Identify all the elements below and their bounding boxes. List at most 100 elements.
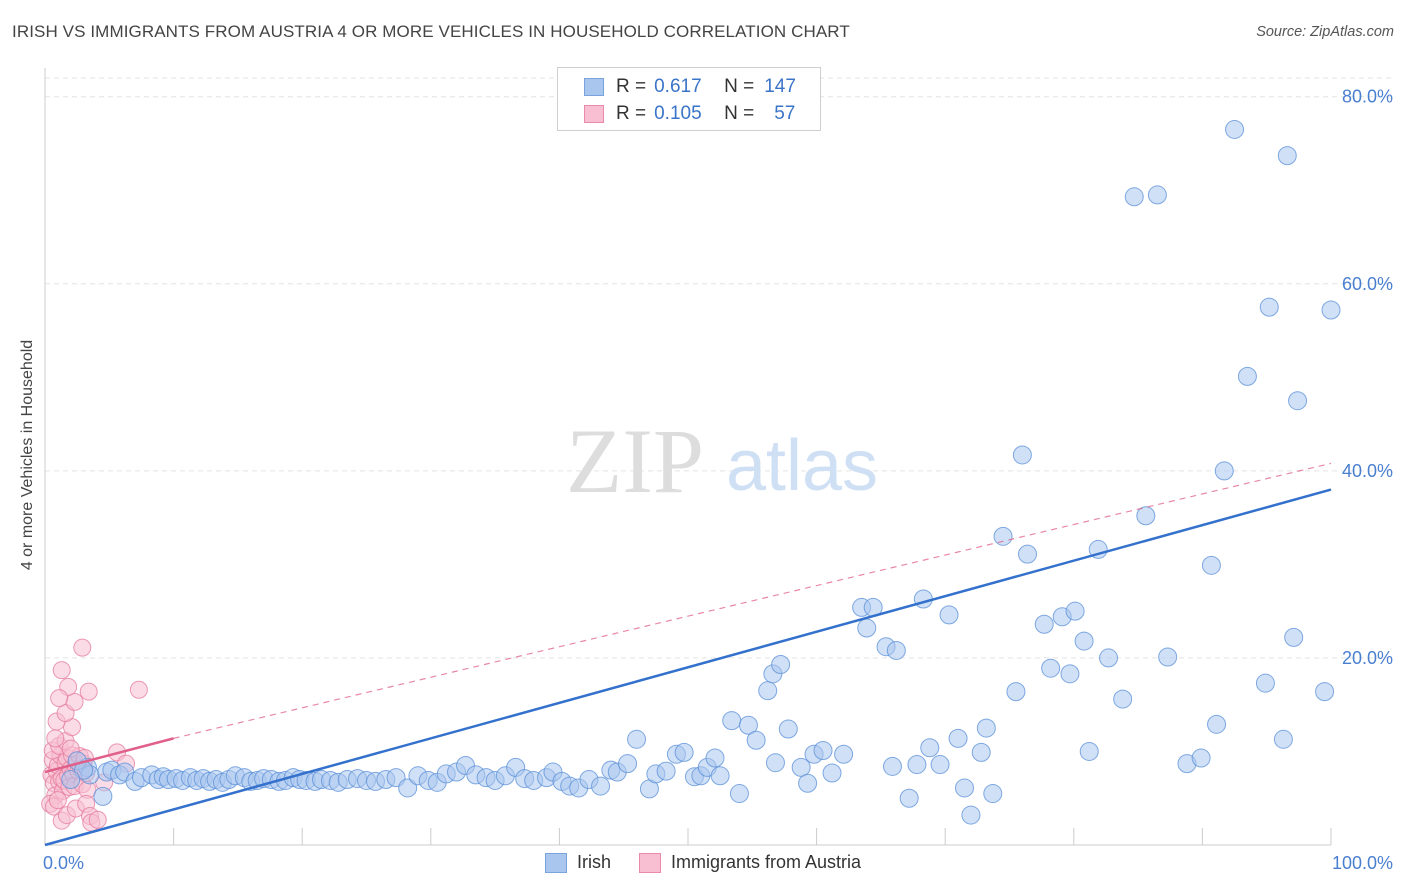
irish-point: [983, 784, 1003, 804]
n-label: N =: [724, 76, 755, 97]
irish-point: [591, 776, 611, 796]
irish-point: [1113, 689, 1133, 709]
irish-point: [765, 753, 785, 773]
irish-point: [907, 755, 927, 775]
irish-point: [1147, 185, 1167, 205]
irish-trendline: [44, 488, 1332, 847]
austria-point: [46, 729, 65, 748]
irish-point: [618, 754, 638, 774]
irish-point: [1201, 555, 1221, 575]
irish-point: [1284, 627, 1304, 647]
irish-point: [822, 763, 842, 783]
tick-labels: 20.0% 40.0% 60.0% 80.0% 0.0% 100.0%: [43, 87, 1393, 873]
x-tick-label: 0.0%: [43, 853, 84, 873]
austria-point: [88, 810, 107, 829]
austria-point: [129, 680, 148, 699]
irish-point: [954, 778, 974, 798]
irish-swatch: [584, 78, 604, 96]
series-legend: Irish Immigrants from Austria: [0, 852, 1406, 873]
austria-n-value: 57: [774, 103, 796, 124]
legend-label-austria: Immigrants from Austria: [670, 852, 862, 872]
irish-point: [1288, 391, 1308, 411]
irish-point: [738, 715, 758, 735]
irish-point: [722, 711, 742, 731]
irish-point: [913, 589, 933, 609]
r-label: R =: [616, 103, 647, 124]
y-tick-label: 60.0%: [1342, 274, 1393, 294]
irish-point: [778, 719, 798, 739]
irish-point: [1065, 601, 1085, 621]
axes: [44, 68, 1332, 846]
irish-n-value: 147: [764, 76, 796, 97]
irish-point: [1191, 748, 1211, 768]
irish-point: [1158, 647, 1178, 667]
irish-point: [729, 784, 749, 804]
irish-point: [813, 741, 833, 761]
austria-point: [52, 661, 71, 680]
irish-point: [886, 640, 906, 660]
irish-point: [1079, 741, 1099, 761]
irish-point: [939, 605, 959, 625]
irish-point: [1273, 729, 1293, 749]
irish-point: [1034, 614, 1054, 634]
austria-point: [79, 682, 98, 701]
irish-point: [1214, 461, 1234, 481]
r-label: R =: [616, 76, 647, 97]
irish-r-value: 0.617: [654, 76, 702, 97]
watermark-atlas: atlas: [726, 426, 878, 506]
irish-point: [627, 729, 647, 749]
irish-point: [1277, 146, 1297, 166]
watermark-zip: ZIP: [566, 410, 704, 512]
n-label: N =: [724, 103, 755, 124]
x-tick-label: 100.0%: [1332, 853, 1393, 873]
y-tick-label: 80.0%: [1342, 87, 1393, 107]
austria-trendline-solid: [44, 737, 174, 774]
irish-point: [1099, 648, 1119, 668]
irish-point: [1237, 366, 1257, 386]
irish-point: [93, 786, 113, 806]
irish-point: [1255, 673, 1275, 693]
irish-point: [746, 730, 766, 750]
irish-point: [710, 766, 730, 786]
irish-point: [882, 756, 902, 776]
irish-point: [976, 718, 996, 738]
irish-point: [1124, 187, 1144, 207]
stats-legend-row-austria: R = 0.105 N = 57: [584, 102, 795, 126]
irish-point: [1225, 119, 1245, 139]
irish-point: [1259, 297, 1279, 317]
stats-legend: R = 0.617 N = 147 R = 0.105 N = 57: [557, 67, 821, 131]
irish-point: [971, 742, 991, 762]
irish-point: [857, 618, 877, 638]
irish-point: [656, 761, 676, 781]
irish-point: [993, 526, 1013, 546]
austria-points: [41, 638, 148, 832]
austria-legend-swatch: [638, 852, 661, 873]
irish-point: [961, 805, 981, 825]
irish-point: [1012, 445, 1032, 465]
austria-r-value: 0.105: [654, 103, 702, 124]
irish-point: [948, 728, 968, 748]
austria-swatch: [584, 105, 604, 123]
trendlines: [44, 462, 1332, 847]
grid-lines: [45, 77, 1395, 659]
irish-point: [1315, 682, 1335, 702]
austria-point: [73, 638, 92, 657]
irish-point: [1207, 714, 1227, 734]
irish-point: [674, 742, 694, 762]
irish-point: [1006, 682, 1026, 702]
austria-trendline-dashed: [173, 462, 1332, 739]
irish-point: [1136, 506, 1156, 526]
irish-point: [705, 748, 725, 768]
legend-label-irish: Irish: [576, 852, 611, 872]
austria-point: [50, 689, 69, 708]
irish-point: [1074, 631, 1094, 651]
y-tick-label: 20.0%: [1342, 648, 1393, 668]
irish-point: [930, 755, 950, 775]
stats-legend-row-irish: R = 0.617 N = 147: [584, 75, 796, 99]
irish-point: [1041, 658, 1061, 678]
irish-point: [61, 770, 81, 790]
irish-point: [1060, 664, 1080, 684]
irish-point: [771, 654, 791, 674]
austria-point: [48, 791, 67, 810]
irish-point: [798, 773, 818, 793]
